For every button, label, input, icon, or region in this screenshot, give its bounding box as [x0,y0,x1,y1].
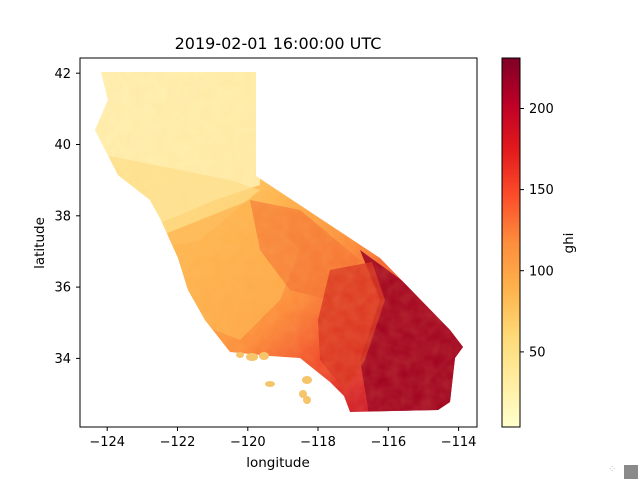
x-tick-label: −114 [441,435,477,450]
colorbar-tick-label: 200 [529,102,554,117]
plot-area [79,57,478,428]
chart-title: 2019-02-01 16:00:00 UTC [175,34,382,53]
x-tick-label: −120 [230,435,266,450]
y-tick-label: 40 [54,138,71,153]
colorbar-label: ghi [561,233,577,254]
channel-islands [236,352,312,404]
y-axis-label: latitude [32,217,48,269]
x-tick-label: −124 [89,435,125,450]
zoom-icon[interactable] [624,465,638,479]
axes-border [79,57,478,428]
colorbar-ramp [501,57,521,428]
colorbar: 50 100 150 200 ghi [501,57,577,428]
y-axis: 34 36 38 40 42 latitude [32,67,80,367]
colorbar-tick-label: 100 [529,264,554,279]
x-axis: −124 −122 −120 −118 −116 −114 longitude [89,427,476,471]
colorbar-tick-label: 50 [529,346,546,361]
move-icon[interactable]: ⁘ [608,464,617,475]
x-tick-label: −116 [370,435,406,450]
x-tick-label: −118 [300,435,336,450]
x-tick-label: −122 [160,435,196,450]
toolbar-corner: ⁘ [606,462,640,480]
y-tick-label: 38 [54,209,71,224]
y-tick-label: 34 [54,352,71,367]
y-tick-label: 42 [54,67,71,82]
x-axis-label: longitude [246,455,310,471]
colorbar-tick-label: 150 [529,183,554,198]
y-tick-label: 36 [54,281,71,296]
